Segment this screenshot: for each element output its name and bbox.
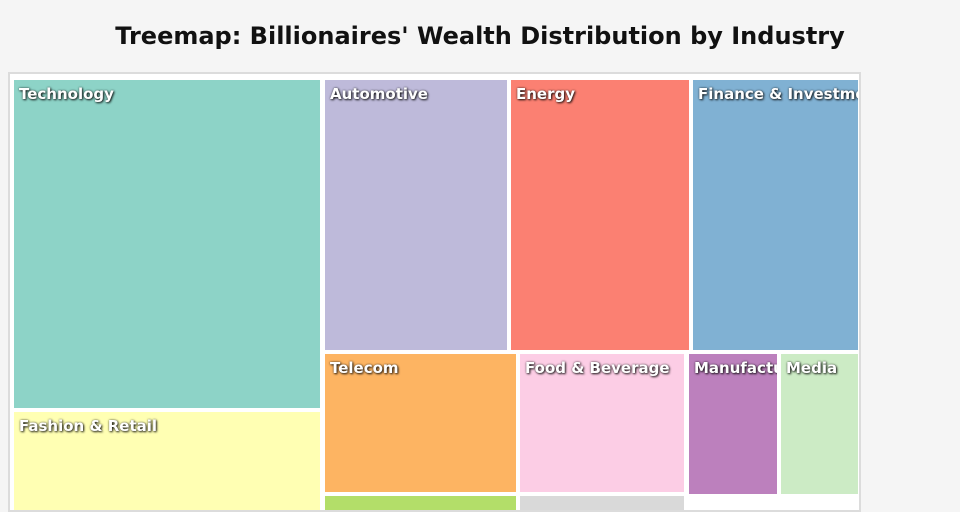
treemap-tile-finance-investments: Finance & Investmen: [693, 80, 858, 350]
treemap-tile-label: Finance & Investmen: [698, 85, 858, 103]
treemap-tile-technology: Technology: [14, 80, 320, 408]
treemap-tile-unlabeled-green: [325, 496, 516, 510]
treemap-tile-food-beverage: Food & Beverage: [520, 354, 684, 492]
treemap-tile-energy: Energy: [511, 80, 689, 350]
treemap-tile-label: Energy: [516, 85, 576, 103]
treemap-tile-label: Manufactu: [694, 359, 777, 377]
treemap-tile-fashion-retail: Fashion & Retail: [14, 412, 320, 510]
treemap-chart: Technology Fashion & Retail Automotive Ener…: [8, 72, 861, 512]
treemap-tile-label: Food & Beverage: [525, 359, 670, 377]
page-title: Treemap: Billionaires' Wealth Distributi…: [115, 22, 845, 50]
treemap-tile-label: Media: [786, 359, 838, 377]
treemap-tile-media: Media: [781, 354, 858, 494]
treemap-tile-label: Automotive: [330, 85, 428, 103]
treemap-tile-manufacturing: Manufactu: [689, 354, 777, 494]
treemap-tile-automotive: Automotive: [325, 80, 507, 350]
treemap-tile-label: Technology: [19, 85, 114, 103]
treemap-tile-telecom: Telecom: [325, 354, 516, 492]
treemap-tile-unlabeled-gray: [520, 496, 684, 510]
treemap-tile-label: Fashion & Retail: [19, 417, 158, 435]
treemap-tile-label: Telecom: [330, 359, 399, 377]
